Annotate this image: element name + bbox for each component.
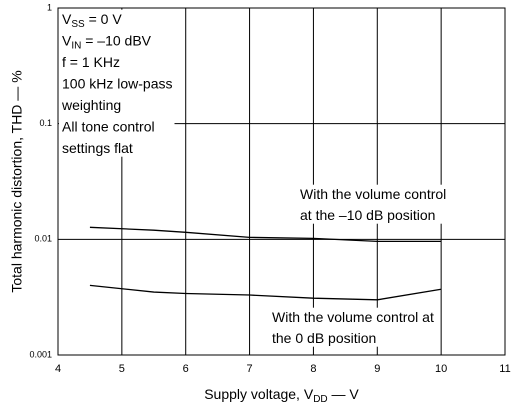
text-run: = –10 dBV xyxy=(81,32,151,48)
annotation-line: f = 1 KHz xyxy=(62,54,120,70)
text-run: = 0 V xyxy=(85,11,123,27)
plot-frame xyxy=(57,7,506,356)
y-tick-label: 0.001 xyxy=(29,349,52,359)
series-line xyxy=(89,226,442,243)
y-tick-label: 0.1 xyxy=(39,118,52,128)
annotation-line: settings flat xyxy=(62,140,133,156)
annotation-line: VSS = 0 V xyxy=(62,11,122,30)
x-tick-label: 7 xyxy=(247,363,253,375)
text-run: at the –10 dB position xyxy=(300,207,435,223)
subscript: SS xyxy=(71,19,85,30)
y-tick-label: 1 xyxy=(47,2,52,12)
text-block: With the volume control at the –10 dB pos… xyxy=(298,184,449,224)
annotation-line: All tone control xyxy=(62,118,155,134)
text-run: f = 1 KHz xyxy=(62,54,120,70)
text-run: All tone control xyxy=(62,118,155,134)
text-backdrop xyxy=(270,307,436,347)
subscript: IN xyxy=(71,40,81,51)
text-run: V xyxy=(62,11,72,27)
annotation-line: 100 kHz low-pass xyxy=(62,75,173,91)
text-run: weighting xyxy=(61,97,121,113)
text-run: — V xyxy=(328,386,360,402)
y-tick-label: 0.01 xyxy=(34,234,52,244)
text-block: With the volume control at the 0 dB posit… xyxy=(270,307,436,347)
annotation-line: the 0 dB position xyxy=(272,330,376,346)
text-run: settings flat xyxy=(62,140,133,156)
text-run: the 0 dB position xyxy=(272,330,376,346)
text-run: Supply voltage, V xyxy=(204,386,314,402)
subscript: DD xyxy=(313,394,327,405)
x-tick-label: 9 xyxy=(374,363,380,375)
x-tick-label: 10 xyxy=(435,363,447,375)
x-tick-label: 8 xyxy=(310,363,316,375)
text-run: V xyxy=(62,32,72,48)
text-backdrop xyxy=(59,9,175,157)
annotation-line: VIN = –10 dBV xyxy=(62,32,152,51)
text-backdrop xyxy=(298,184,449,224)
annotation-line: at the –10 dB position xyxy=(300,207,435,223)
text-run: 100 kHz low-pass xyxy=(62,75,173,91)
x-axis-label: Supply voltage, VDD — V xyxy=(204,386,359,405)
series-line xyxy=(89,284,442,301)
annotation-line: With the volume control at xyxy=(272,309,434,325)
x-tick-label: 4 xyxy=(55,363,61,375)
text-run: With the volume control xyxy=(300,186,446,202)
x-tick-label: 6 xyxy=(183,363,189,375)
x-tick-label: 5 xyxy=(119,363,125,375)
annotation-line: weighting xyxy=(61,97,121,113)
text-run: With the volume control at xyxy=(272,309,434,325)
x-tick-label: 11 xyxy=(499,363,510,375)
y-axis-label: Total harmonic distortion, THD — % xyxy=(9,70,25,292)
annotation-line: With the volume control xyxy=(300,186,446,202)
